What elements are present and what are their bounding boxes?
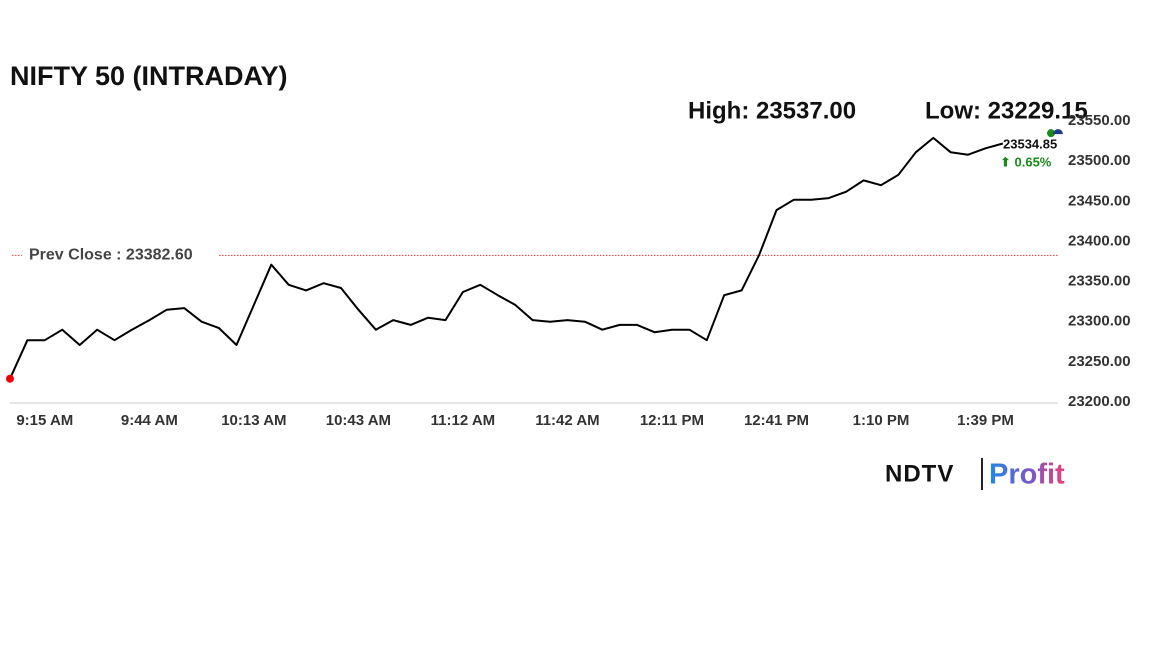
y-tick-label: 23200.00 <box>1068 393 1131 410</box>
logo-brand: NDTV <box>885 460 954 487</box>
x-tick-label: 10:43 AM <box>326 412 391 429</box>
y-tick-label: 23500.00 <box>1068 152 1131 169</box>
y-tick-label: 23400.00 <box>1068 232 1131 249</box>
prev-close-label-bg <box>22 244 218 267</box>
chart-title: NIFTY 50 (INTRADAY) <box>10 61 288 91</box>
last-price-label: 23534.85 <box>1003 137 1057 152</box>
y-tick-label: 23550.00 <box>1068 112 1131 129</box>
y-tick-label: 23300.00 <box>1068 313 1131 330</box>
y-tick-label: 23250.00 <box>1068 353 1131 370</box>
logo-product: Profit <box>989 459 1065 491</box>
high-label: High: 23537.00 <box>688 97 856 124</box>
x-tick-label: 11:12 AM <box>431 412 495 429</box>
x-tick-label: 1:39 PM <box>957 412 1014 429</box>
open-marker <box>6 374 14 383</box>
x-tick-label: 10:13 AM <box>221 412 286 429</box>
y-tick-label: 23450.00 <box>1068 192 1131 209</box>
change-label: ⬆ 0.65% <box>1000 155 1052 170</box>
last-marker-cap <box>1053 129 1063 135</box>
x-tick-label: 12:41 PM <box>744 412 809 429</box>
x-tick-label: 9:15 AM <box>16 412 73 429</box>
last-marker <box>1047 129 1055 138</box>
low-label: Low: 23229.15 <box>925 97 1088 124</box>
x-tick-label: 1:10 PM <box>853 412 910 429</box>
price-line <box>9 136 1004 380</box>
x-tick-label: 9:44 AM <box>121 412 178 429</box>
prev-close-label: Prev Close : 23382.60 <box>29 247 193 264</box>
x-tick-label: 11:42 AM <box>535 412 599 429</box>
x-tick-label: 12:11 PM <box>640 412 704 429</box>
y-tick-label: 23350.00 <box>1068 273 1131 290</box>
